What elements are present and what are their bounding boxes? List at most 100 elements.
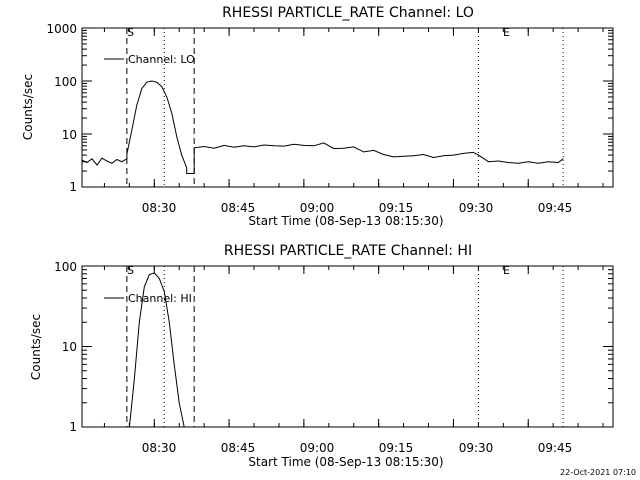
marker-label-end: E xyxy=(503,26,510,39)
data-point xyxy=(116,159,118,160)
data-point xyxy=(158,278,160,279)
data-point xyxy=(223,145,225,146)
data-point xyxy=(313,145,315,147)
x-axis-label-lo: Start Time (08-Sep-13 08:15:30) xyxy=(248,214,443,228)
y-tick-label: 10 xyxy=(62,128,77,142)
data-point xyxy=(363,151,365,153)
data-point xyxy=(176,136,178,137)
y-tick-label: 1 xyxy=(69,180,77,194)
data-point xyxy=(138,321,140,323)
x-tick-label: 09:00 xyxy=(300,441,335,455)
series-line xyxy=(128,272,185,428)
data-point xyxy=(263,144,265,146)
y-tick-label: 1 xyxy=(69,420,77,434)
data-point xyxy=(186,173,188,174)
plot-frame-lo xyxy=(81,27,614,188)
data-point xyxy=(106,160,108,162)
y-tick-label: 100 xyxy=(54,75,77,89)
y-axis-label-lo: Counts/sec xyxy=(21,74,35,140)
data-point xyxy=(141,88,143,89)
data-point xyxy=(153,272,155,274)
data-point xyxy=(134,378,135,379)
data-point xyxy=(126,158,128,160)
data-point xyxy=(423,154,424,155)
data-point xyxy=(393,156,394,158)
data-point xyxy=(557,162,559,163)
data-point xyxy=(136,104,138,106)
data-point xyxy=(129,426,130,428)
time-markers-hi xyxy=(126,266,564,427)
data-point xyxy=(527,161,529,163)
data-point xyxy=(213,147,215,149)
y-axis-label-hi: Counts/sec xyxy=(29,314,43,380)
data-point xyxy=(148,274,150,276)
data-point xyxy=(146,81,148,83)
y-tick-label: 100 xyxy=(54,260,77,274)
data-point xyxy=(178,402,180,404)
data-point xyxy=(293,143,295,145)
series-line xyxy=(81,80,564,174)
data-point xyxy=(143,286,145,288)
data-point xyxy=(507,162,509,163)
data-point xyxy=(413,155,414,157)
data-point xyxy=(233,146,235,148)
data-point xyxy=(131,129,133,131)
data-point xyxy=(168,321,170,323)
data-point xyxy=(126,153,128,155)
data-point xyxy=(203,146,205,147)
data-point xyxy=(173,364,175,365)
data-point xyxy=(478,154,479,156)
data-point xyxy=(562,158,564,160)
data-point xyxy=(383,154,384,155)
chart-title-lo: RHESSI PARTICLE_RATE Channel: LO xyxy=(222,5,474,21)
x-tick-label: 09:30 xyxy=(459,201,494,215)
data-point xyxy=(373,150,375,151)
marker-label-end: E xyxy=(503,264,510,277)
data-point xyxy=(86,162,88,163)
series-layer-lo xyxy=(81,80,564,174)
panel-hi: RHESSI PARTICLE_RATE Channel: HI Counts/… xyxy=(29,243,614,469)
data-point xyxy=(517,162,519,164)
x-axis-label-hi: Start Time (08-Sep-13 08:15:30) xyxy=(248,455,443,469)
time-markers-lo xyxy=(126,28,564,187)
legend-label-hi: Channel: HI xyxy=(128,292,192,305)
plot-frame-hi xyxy=(81,265,614,428)
x-tick-label: 08:45 xyxy=(221,201,256,215)
data-point xyxy=(537,162,539,164)
y-tick-label: 1000 xyxy=(46,22,77,36)
data-point xyxy=(193,173,195,174)
data-point xyxy=(303,145,305,146)
x-tick-label: 08:30 xyxy=(142,441,177,455)
data-point xyxy=(181,154,183,156)
x-tick-label: 08:30 xyxy=(142,201,177,215)
legend-label-lo: Channel: LO xyxy=(128,53,195,66)
data-point xyxy=(343,147,345,149)
data-point xyxy=(163,291,165,293)
data-point xyxy=(473,152,474,153)
marker-label-start: S xyxy=(127,264,134,277)
x-tick-label: 09:15 xyxy=(379,441,414,455)
data-point xyxy=(547,161,549,163)
x-tick-label: 08:45 xyxy=(221,441,256,455)
x-tick-label: 09:45 xyxy=(538,441,573,455)
axis-ticks-lo xyxy=(82,27,613,188)
data-point xyxy=(121,161,123,163)
data-point xyxy=(81,159,83,161)
data-point xyxy=(91,158,93,160)
data-point xyxy=(488,161,489,163)
marker-label-start: S xyxy=(127,26,134,39)
data-point xyxy=(171,112,173,114)
data-point xyxy=(151,80,153,82)
data-point xyxy=(96,164,98,166)
panel-lo: RHESSI PARTICLE_RATE Channel: LO Counts/… xyxy=(21,5,614,228)
data-point xyxy=(453,154,454,156)
data-point xyxy=(463,153,464,154)
data-point xyxy=(323,142,325,144)
data-point xyxy=(186,167,188,169)
data-point xyxy=(353,146,355,148)
data-point xyxy=(183,426,185,428)
data-point xyxy=(161,86,163,88)
data-point xyxy=(111,162,113,164)
data-point xyxy=(191,173,193,174)
